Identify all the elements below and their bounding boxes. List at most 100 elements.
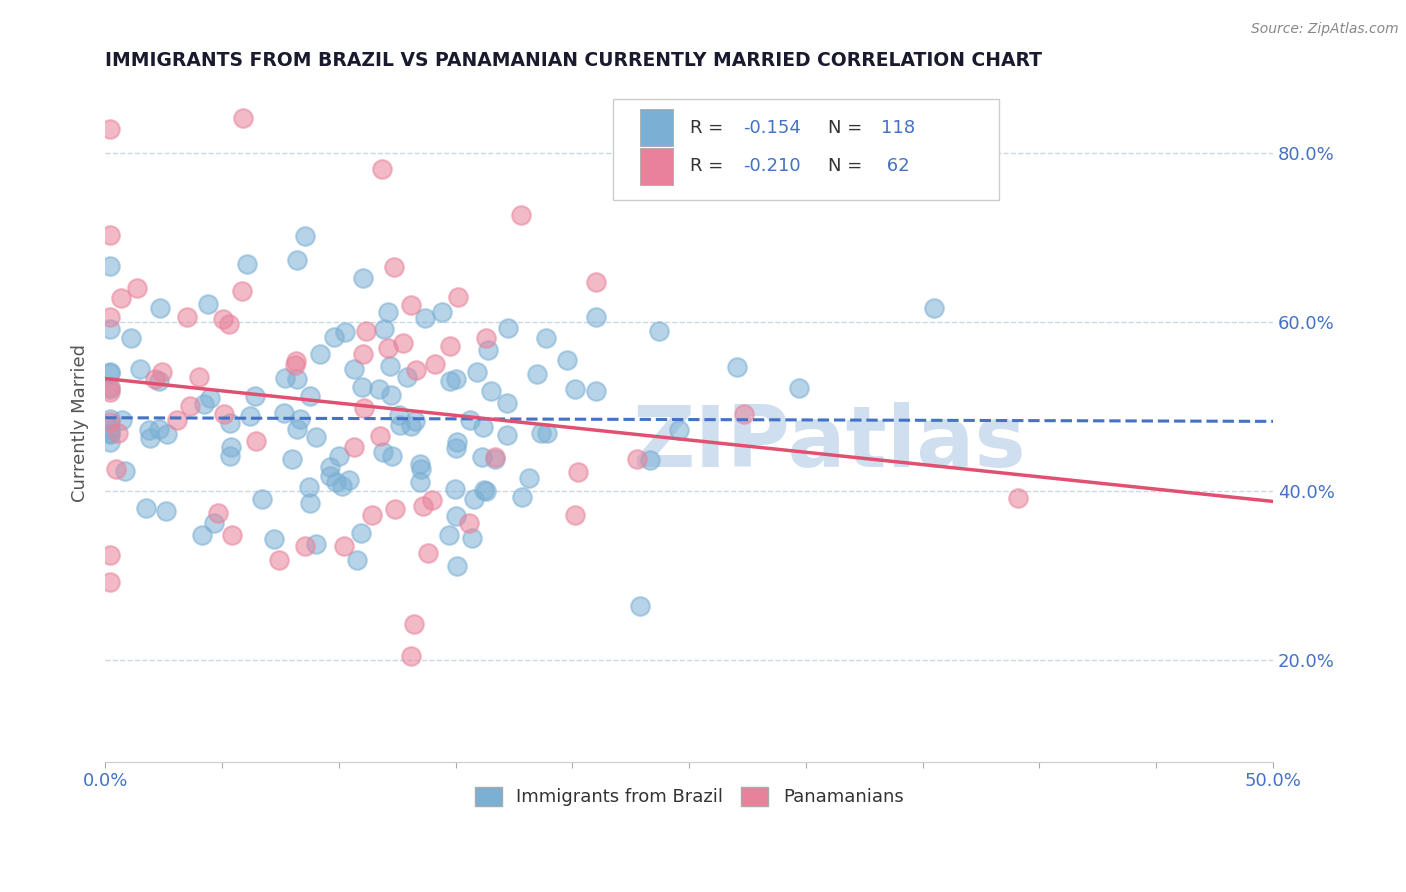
Point: [437, 528, 460, 542]
Point: [98, 411, 121, 425]
Point: [267, 552, 290, 566]
Point: [110, 291, 132, 305]
Point: [496, 396, 519, 410]
Point: [245, 434, 267, 449]
Point: [418, 546, 440, 560]
Point: [352, 380, 374, 394]
Point: [510, 490, 533, 504]
Point: [475, 483, 498, 498]
Point: [377, 341, 399, 355]
Point: [420, 493, 443, 508]
Point: [626, 452, 648, 467]
Point: [239, 409, 262, 423]
Point: [353, 401, 375, 415]
Point: [218, 416, 240, 430]
Point: [668, 423, 690, 437]
Point: [232, 111, 254, 125]
Point: [399, 419, 422, 434]
Point: [114, 464, 136, 478]
Point: [389, 417, 412, 432]
Point: [200, 391, 222, 405]
Point: [218, 449, 240, 463]
Point: [496, 320, 519, 334]
Point: [1007, 491, 1029, 505]
Point: [368, 382, 391, 396]
Point: [371, 444, 394, 458]
Point: [378, 359, 401, 373]
Point: [725, 360, 748, 375]
Point: [193, 397, 215, 411]
Point: [789, 381, 811, 395]
Point: [430, 304, 453, 318]
Text: N =: N =: [828, 157, 868, 176]
Point: [564, 382, 586, 396]
Point: [444, 508, 467, 523]
Point: [299, 389, 322, 403]
Point: [439, 339, 461, 353]
Point: [176, 310, 198, 324]
Point: [477, 343, 499, 358]
Point: [308, 347, 330, 361]
Point: [439, 374, 461, 388]
Point: [496, 428, 519, 442]
Point: [349, 526, 371, 541]
Point: [396, 370, 419, 384]
Point: [381, 449, 404, 463]
Point: [150, 365, 173, 379]
Point: [332, 539, 354, 553]
Point: [98, 435, 121, 450]
Point: [475, 331, 498, 345]
Point: [212, 407, 235, 421]
FancyBboxPatch shape: [613, 99, 998, 200]
Point: [444, 372, 467, 386]
Point: [98, 427, 121, 442]
Text: 118: 118: [880, 119, 915, 136]
Point: [510, 208, 533, 222]
Point: [339, 473, 361, 487]
Point: [924, 301, 946, 315]
Point: [98, 259, 121, 273]
Point: [98, 228, 121, 243]
Point: [305, 536, 328, 550]
Legend: Immigrants from Brazil, Panamanians: Immigrants from Brazil, Panamanians: [467, 780, 911, 814]
Point: [231, 284, 253, 298]
Point: [129, 361, 152, 376]
Point: [471, 419, 494, 434]
Point: [443, 482, 465, 496]
Point: [401, 298, 423, 312]
Point: [409, 475, 432, 489]
Point: [333, 325, 356, 339]
Point: [330, 479, 353, 493]
Point: [156, 427, 179, 442]
Point: [628, 599, 651, 614]
Point: [298, 495, 321, 509]
Point: [191, 528, 214, 542]
Point: [179, 399, 201, 413]
Point: [519, 471, 541, 485]
Point: [354, 324, 377, 338]
Point: [107, 426, 129, 441]
Point: [294, 228, 316, 243]
Point: [252, 491, 274, 506]
Point: [392, 336, 415, 351]
Point: [197, 297, 219, 311]
Point: [218, 317, 240, 331]
Point: [388, 408, 411, 422]
Point: [382, 260, 405, 274]
Text: ZIPatlas: ZIPatlas: [633, 402, 1026, 485]
Point: [166, 413, 188, 427]
Point: [733, 407, 755, 421]
Point: [143, 372, 166, 386]
Point: [384, 502, 406, 516]
Text: IMMIGRANTS FROM BRAZIL VS PANAMANIAN CURRENTLY MARRIED CORRELATION CHART: IMMIGRANTS FROM BRAZIL VS PANAMANIAN CUR…: [105, 51, 1042, 70]
Point: [343, 362, 366, 376]
Point: [368, 429, 391, 443]
Point: [304, 430, 326, 444]
Point: [202, 516, 225, 530]
Point: [284, 358, 307, 372]
Point: [463, 491, 485, 506]
Point: [98, 366, 121, 380]
Point: [346, 553, 368, 567]
Point: [98, 322, 121, 336]
Point: [155, 504, 177, 518]
